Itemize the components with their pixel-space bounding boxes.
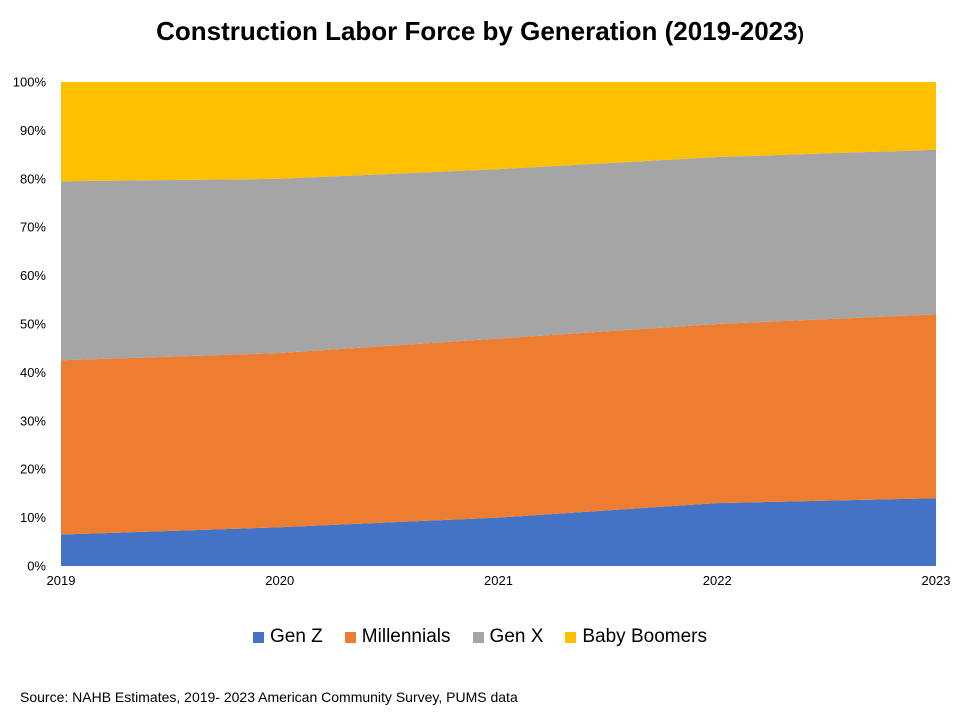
chart-title-paren: ) <box>797 24 804 45</box>
chart-title-main: Construction Labor Force by Generation (… <box>156 16 798 46</box>
y-tick-label: 0% <box>27 559 46 574</box>
legend-label: Gen X <box>489 626 544 647</box>
source-note: Source: NAHB Estimates, 2019- 2023 Ameri… <box>20 689 518 705</box>
y-tick-label: 30% <box>20 413 46 428</box>
y-axis-tick-labels: 0% 10% 20% 30% 40% 50% 60% 70% 80% 90% 100% <box>13 75 47 574</box>
y-tick-label: 80% <box>20 171 46 186</box>
legend-label: Gen Z <box>269 626 323 647</box>
x-tick-label: 2022 <box>703 573 732 588</box>
y-tick-label: 60% <box>20 268 46 283</box>
legend-item: Baby Boomers <box>565 626 707 648</box>
y-tick-label: 10% <box>20 510 46 525</box>
legend-item: Gen X <box>472 626 544 648</box>
x-tick-label: 2019 <box>47 573 76 588</box>
legend-label: Millennials <box>361 626 451 647</box>
y-tick-label: 40% <box>20 365 46 380</box>
area-series-baby-boomers <box>61 82 936 182</box>
chart-legend: Gen Z Millennials Gen X Baby Boomers <box>0 626 960 648</box>
y-tick-label: 90% <box>20 123 46 138</box>
y-tick-label: 100% <box>13 75 47 90</box>
x-tick-label: 2023 <box>922 573 951 588</box>
legend-label: Baby Boomers <box>582 626 707 647</box>
area-series-gen-z <box>61 498 936 566</box>
x-axis-tick-labels: 2019 2020 2021 2022 2023 <box>47 573 951 588</box>
area-series-gen-x <box>61 149 936 361</box>
x-tick-label: 2021 <box>484 573 513 588</box>
y-tick-label: 50% <box>20 317 46 332</box>
y-tick-label: 20% <box>20 462 46 477</box>
legend-swatch <box>252 631 264 643</box>
chart-title: Construction Labor Force by Generation (… <box>0 16 960 47</box>
legend-swatch <box>565 631 577 643</box>
x-tick-label: 2020 <box>265 573 294 588</box>
y-tick-label: 70% <box>20 220 46 235</box>
area-series-millennials <box>61 314 936 535</box>
area-layers <box>61 82 936 566</box>
legend-swatch <box>472 631 484 643</box>
legend-swatch <box>344 631 356 643</box>
legend-item: Millennials <box>344 626 451 648</box>
legend-item: Gen Z <box>252 626 323 648</box>
